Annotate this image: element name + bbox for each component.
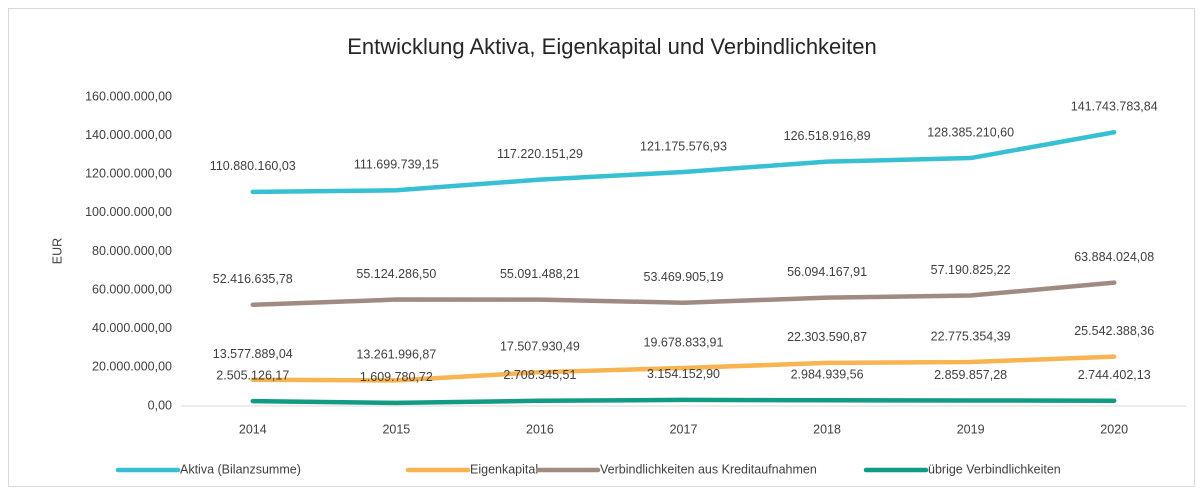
- data-label: 19.678.833,91: [644, 335, 724, 349]
- data-label: 1.609.780,72: [360, 370, 433, 384]
- x-tick-label: 2015: [382, 422, 410, 436]
- y-tick-label: 140.000.000,00: [85, 128, 172, 142]
- data-label: 2.505.126,17: [216, 368, 289, 382]
- y-tick-label: 40.000.000,00: [92, 321, 172, 335]
- data-label: 2.984.939,56: [791, 368, 864, 382]
- data-label: 121.175.576,93: [640, 139, 727, 153]
- chart-title: Entwicklung Aktiva, Eigenkapital und Ver…: [347, 34, 877, 59]
- legend-label: Verbindlichkeiten aus Kreditaufnahmen: [600, 462, 817, 476]
- y-tick-label: 160.000.000,00: [85, 89, 172, 103]
- series-line: [250, 397, 1117, 406]
- data-label: 53.469.905,19: [644, 270, 724, 284]
- data-label: 22.303.590,87: [787, 330, 867, 344]
- x-tick-label: 2017: [670, 422, 698, 436]
- legend-label: übrige Verbindlichkeiten: [928, 462, 1061, 476]
- data-label: 17.507.930,49: [500, 339, 580, 353]
- series-line: [250, 354, 1117, 383]
- y-tick-label: 60.000.000,00: [92, 282, 172, 296]
- x-tick-label: 2019: [957, 422, 985, 436]
- series-line: [250, 130, 1117, 195]
- data-label: 126.518.916,89: [784, 129, 871, 143]
- data-label: 117.220.151,29: [497, 147, 583, 161]
- y-axis-title: EUR: [50, 238, 64, 264]
- data-label: 2.859.857,28: [934, 368, 1007, 382]
- data-label: 111.699.739,15: [354, 158, 439, 172]
- y-tick-label: 0,00: [148, 398, 172, 412]
- data-label: 56.094.167,91: [787, 265, 867, 279]
- y-tick-label: 80.000.000,00: [92, 244, 172, 258]
- data-label: 63.884.024,08: [1074, 250, 1154, 264]
- chart-border: [8, 8, 1195, 487]
- data-label: 128.385.210,60: [927, 125, 1014, 139]
- x-tick-label: 2020: [1100, 422, 1128, 436]
- data-label: 141.743.783,84: [1071, 100, 1158, 114]
- x-tick-label: 2014: [239, 422, 267, 436]
- series-line: [250, 280, 1117, 308]
- y-tick-label: 100.000.000,00: [85, 205, 172, 219]
- data-label: 25.542.388,36: [1074, 324, 1154, 338]
- legend-label: Aktiva (Bilanzsumme): [180, 462, 301, 476]
- y-tick-label: 120.000.000,00: [85, 167, 172, 181]
- data-label: 55.091.488,21: [500, 267, 580, 281]
- data-label: 110.880.160,03: [210, 159, 296, 173]
- x-tick-label: 2016: [526, 422, 554, 436]
- legend-label: Eigenkapital: [470, 462, 538, 476]
- y-tick-label: 20.000.000,00: [92, 360, 172, 374]
- data-label: 2.744.402,13: [1078, 368, 1151, 382]
- x-tick-label: 2018: [813, 422, 841, 436]
- data-label: 57.190.825,22: [931, 263, 1011, 277]
- data-label: 2.708.345,51: [503, 368, 576, 382]
- data-label: 22.775.354,39: [931, 329, 1011, 343]
- data-label: 3.154.152,90: [647, 367, 720, 381]
- data-label: 13.261.996,87: [356, 348, 436, 362]
- data-label: 13.577.889,04: [213, 347, 293, 361]
- data-label: 52.416.635,78: [213, 272, 293, 286]
- data-label: 55.124.286,50: [356, 267, 436, 281]
